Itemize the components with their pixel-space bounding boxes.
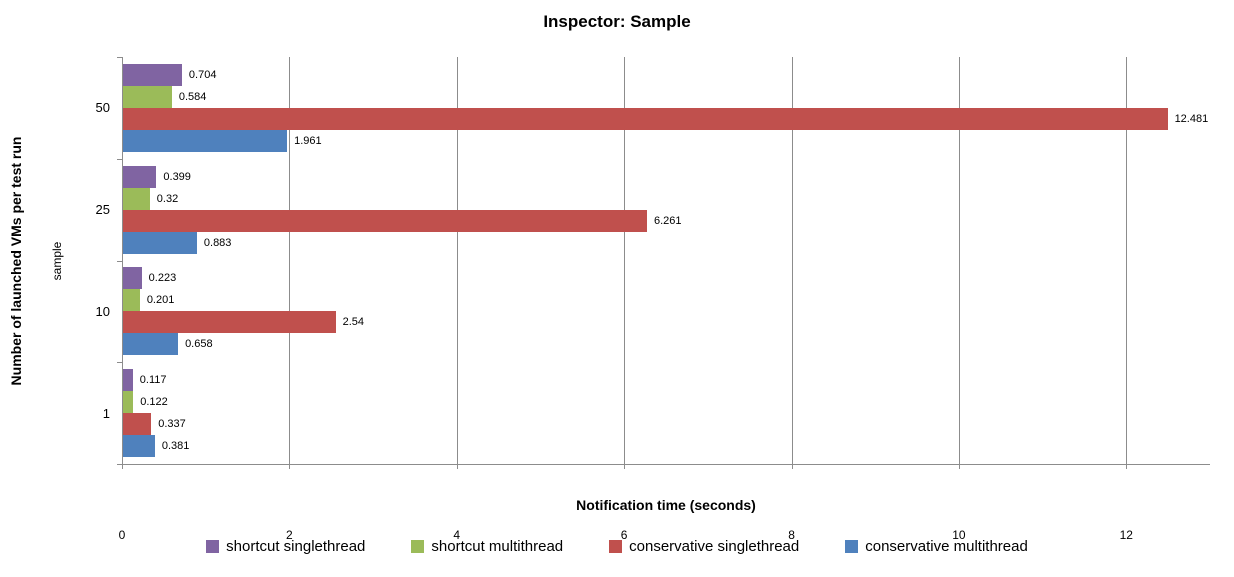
- x-axis-line: [122, 464, 1210, 465]
- legend-swatch: [609, 540, 623, 553]
- bar-conservative-multithread: [123, 129, 288, 152]
- bar-value-label: 0.223: [148, 272, 177, 285]
- chart-title: Inspector: Sample: [543, 12, 691, 31]
- gridline: [958, 57, 960, 469]
- legend-label: shortcut multithread: [431, 538, 564, 555]
- bar-value-label: 0.201: [146, 294, 175, 307]
- x-tick-label: 0: [118, 528, 126, 542]
- bar-value-label: 0.704: [188, 68, 217, 81]
- bar-conservative-singlethread: [123, 311, 336, 334]
- gridline: [791, 57, 793, 469]
- legend-item: shortcut multithread: [411, 538, 563, 555]
- x-tick-label: 12: [1119, 528, 1133, 542]
- x-tick-label: 2: [286, 528, 293, 542]
- y-axis-tick: [117, 57, 122, 58]
- legend-label: shortcut singlethread: [226, 538, 366, 555]
- bar-shortcut-multithread: [123, 187, 150, 210]
- bar-value-label: 0.584: [178, 90, 207, 103]
- gridline: [456, 57, 458, 469]
- bar-shortcut-singlethread: [123, 267, 142, 290]
- x-axis-title: Notification time (seconds): [576, 497, 756, 513]
- category-label: 50: [95, 100, 110, 116]
- legend-label: conservative singlethread: [629, 538, 800, 555]
- legend-label: conservative multithread: [865, 538, 1028, 555]
- gridline: [289, 57, 291, 469]
- bar-conservative-multithread: [123, 231, 197, 254]
- plot-area: 0 2 4 6 8 10 12 0.704 0.584 12.481 1.961 0.399 0.32 6…: [117, 57, 1210, 542]
- y-axis-tick: [117, 464, 122, 465]
- gridline: [624, 57, 626, 469]
- bar-shortcut-multithread: [123, 85, 172, 108]
- bar-value-label: 0.399: [163, 170, 191, 183]
- bar-value-label: 0.658: [185, 338, 213, 351]
- bar-value-label: 0.337: [158, 418, 186, 431]
- bar-value-label: 6.261: [653, 214, 682, 227]
- gridline: [122, 57, 123, 469]
- bar-conservative-singlethread: [123, 209, 647, 232]
- bar-conservative-multithread: [123, 333, 179, 356]
- legend-item: conservative multithread: [845, 538, 1028, 555]
- category-label: 25: [95, 202, 110, 218]
- legend-swatch: [411, 540, 425, 553]
- category-label: 10: [95, 303, 110, 319]
- legend-item: conservative singlethread: [609, 538, 799, 555]
- bar-value-label: 2.54: [342, 316, 364, 329]
- bar-shortcut-multithread: [123, 289, 140, 312]
- x-tick-label: 4: [453, 528, 461, 542]
- legend-swatch: [845, 540, 859, 553]
- bar-value-label: 12.481: [1174, 112, 1209, 125]
- gridline: [1126, 57, 1128, 469]
- bar-shortcut-singlethread: [123, 165, 157, 188]
- y-axis-tick: [117, 261, 122, 262]
- y-axis-tick: [117, 159, 122, 160]
- bar-value-label: 0.122: [140, 396, 168, 409]
- bar-shortcut-singlethread: [123, 63, 182, 86]
- bar-value-label: 0.883: [203, 236, 232, 249]
- x-tick-label: 10: [952, 528, 966, 542]
- x-tick-label: 6: [620, 528, 628, 542]
- bar-value-label: 0.32: [156, 192, 179, 205]
- y-axis-tick: [117, 362, 122, 363]
- bar-value-label: 0.381: [161, 440, 190, 453]
- bar-conservative-multithread: [123, 435, 155, 458]
- legend: shortcut singlethread shortcut multithrea…: [0, 538, 1234, 555]
- bar-conservative-singlethread: [123, 413, 152, 436]
- bar-shortcut-multithread: [123, 391, 134, 414]
- x-tick-label: 8: [788, 528, 795, 542]
- bar-value-label: 1.961: [294, 134, 322, 147]
- category-label: 1: [102, 405, 110, 421]
- legend-item: shortcut singlethread: [206, 538, 365, 555]
- bar-value-label: 0.117: [139, 374, 167, 387]
- legend-swatch: [206, 540, 220, 553]
- bar-shortcut-singlethread: [123, 369, 133, 392]
- bar-conservative-singlethread: [123, 107, 1168, 130]
